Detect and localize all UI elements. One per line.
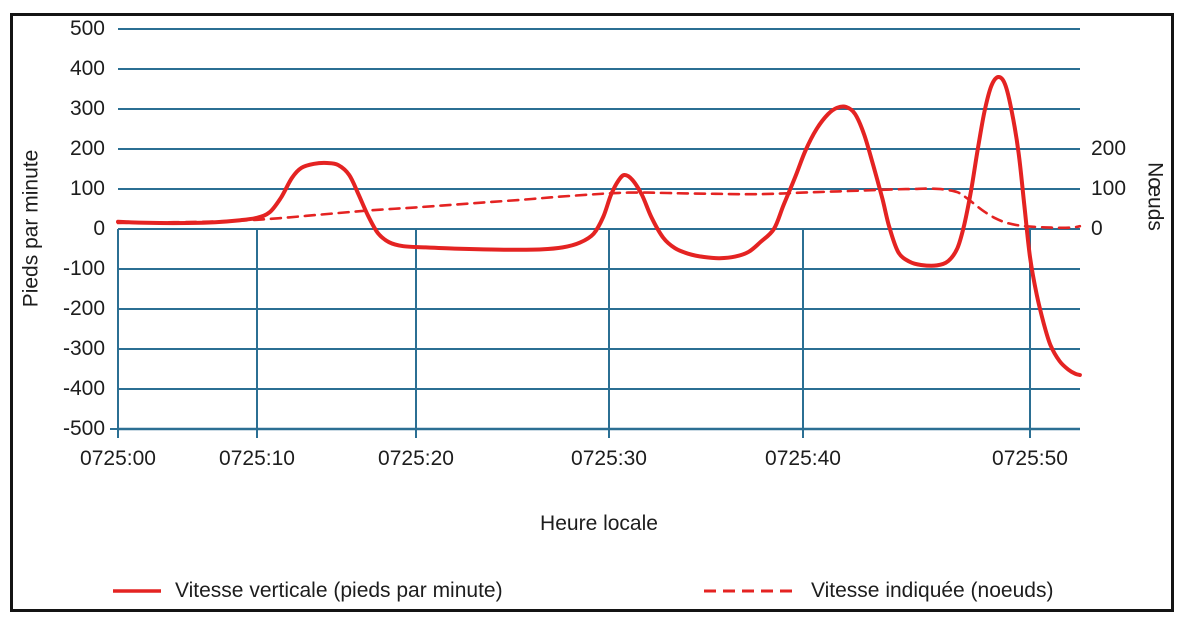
- legend-solid-line-icon: [113, 588, 161, 593]
- series-curve-1: [116, 187, 1082, 230]
- x-axis-title: Heure locale: [540, 512, 658, 535]
- legend-item-indicated-speed: Vitesse indiquée (noeuds): [703, 578, 1053, 603]
- chart-frame: [10, 13, 1174, 612]
- legend-label-vertical-speed: Vitesse verticale (pieds par minute): [175, 579, 503, 602]
- y-axis-title-right: Nœuds: [1143, 162, 1167, 231]
- legend-item-vertical-speed: Vitesse verticale (pieds par minute): [112, 578, 503, 603]
- legend-label-indicated-speed: Vitesse indiquée (noeuds): [811, 579, 1054, 602]
- series-curve-0: [116, 74, 1082, 377]
- y-axis-title-left: Pieds par minute: [19, 149, 43, 308]
- legend-dashed-line-icon: [704, 589, 797, 592]
